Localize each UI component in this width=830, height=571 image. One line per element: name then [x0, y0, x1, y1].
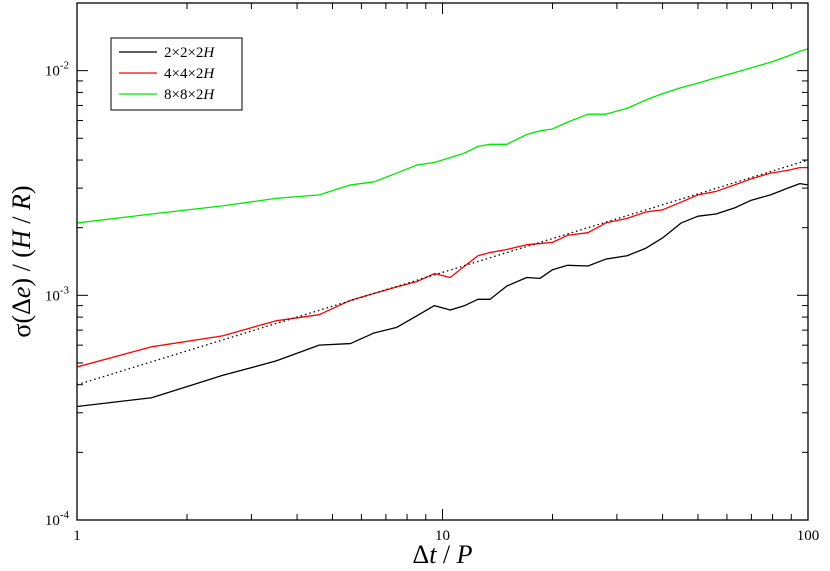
legend-entry-label: 8×8×2H — [164, 87, 215, 103]
series-line-1 — [77, 166, 808, 368]
x-tick-label: 100 — [797, 528, 820, 544]
x-axis-label: Δt / P — [412, 540, 472, 569]
plot-data-group — [77, 48, 808, 408]
y-tick-label: 10-4 — [45, 509, 70, 529]
y-axis-title: σ(Δe) / (H / R) — [7, 185, 36, 337]
series-line-2 — [77, 48, 808, 224]
series-line-0 — [77, 183, 808, 408]
x-axis-title: Δt / P — [412, 540, 472, 569]
legend: 2×2×2H 4×4×2H 8×8×2H — [110, 37, 243, 111]
y-axis-label: σ(Δe) / (H / R) — [7, 185, 36, 337]
x-axis-tick-labels: 1 10 100 — [73, 528, 819, 544]
y-tick-label: 10-2 — [45, 60, 69, 80]
x-tick-label: 1 — [73, 528, 81, 544]
legend-box — [110, 37, 243, 111]
x-tick-label: 10 — [435, 528, 450, 544]
y-tick-label: 10-3 — [45, 284, 70, 304]
y-axis-tick-labels: 10-4 10-3 10-2 — [45, 60, 70, 529]
x-axis-ticks — [76, 3, 792, 520]
y-axis-ticks — [77, 2, 808, 521]
legend-entry-label: 2×2×2H — [164, 45, 215, 61]
reference-dotted-line — [77, 159, 808, 386]
legend-entry-label: 4×4×2H — [164, 66, 215, 82]
